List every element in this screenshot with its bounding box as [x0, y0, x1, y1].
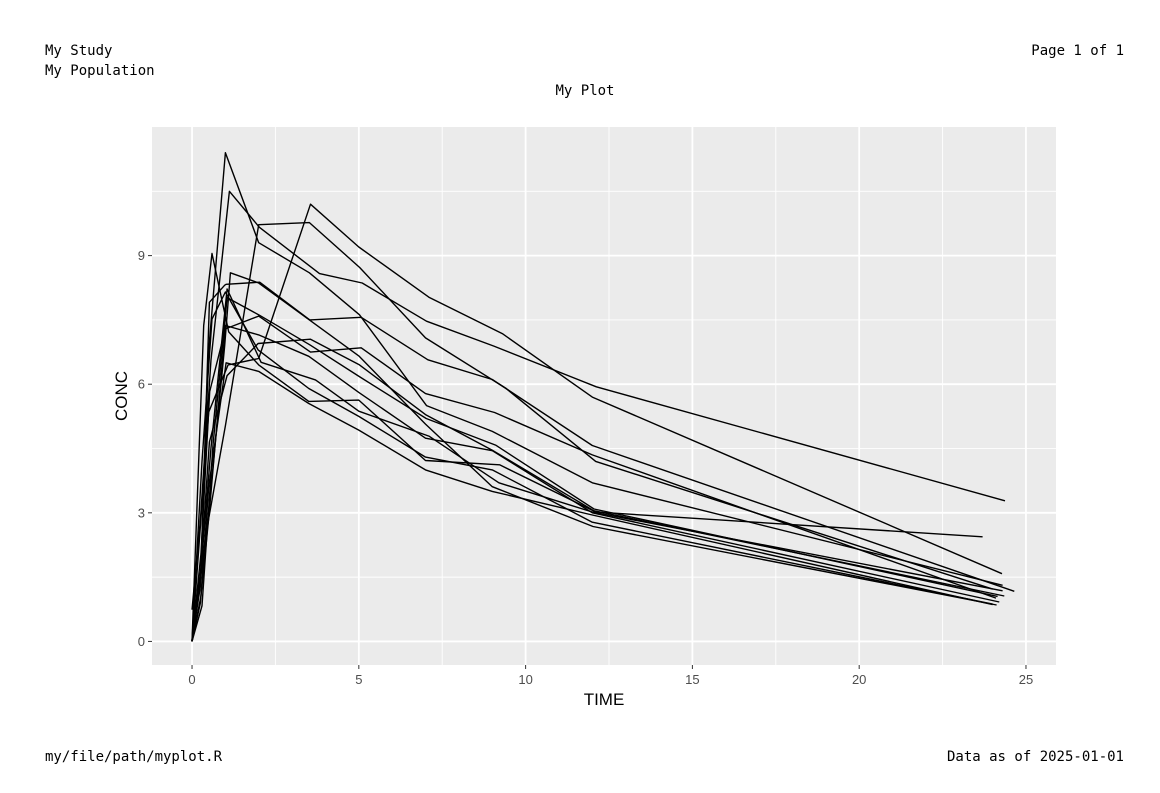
y-tick-label: 0	[138, 634, 145, 649]
series-line-4	[191, 252, 983, 642]
x-axis-title: TIME	[584, 690, 625, 709]
y-tick-label: 9	[138, 248, 145, 263]
series-line-13	[191, 291, 993, 642]
x-tick-label: 0	[188, 672, 195, 687]
header-page-number: Page 1 of 1	[1031, 43, 1124, 59]
y-tick-label: 6	[138, 377, 145, 392]
axis-ticks	[148, 255, 1027, 669]
grid-minor	[152, 127, 1056, 665]
chart-title: My Plot	[555, 83, 615, 99]
y-axis-title: CONC	[112, 371, 131, 421]
series-line-7	[191, 324, 1000, 642]
series-line-1	[191, 190, 1006, 610]
series-line-3	[191, 151, 1003, 642]
tick-labels: 0 5 10 15 20 25 0 3 6 9	[138, 248, 1033, 687]
x-tick-label: 10	[518, 672, 532, 687]
x-tick-label: 5	[355, 672, 362, 687]
footer-data-date: Data as of 2025-01-01	[946, 749, 1124, 765]
series-line-12	[191, 203, 1003, 642]
header-study: My Study	[45, 43, 113, 59]
x-tick-label: 20	[852, 672, 866, 687]
series-line-14	[191, 362, 993, 642]
series-line-10	[191, 338, 1005, 642]
series-line-8	[191, 288, 1003, 641]
series-line-9	[191, 221, 993, 642]
x-tick-label: 25	[1019, 672, 1033, 687]
series-lines	[191, 151, 1015, 642]
footer-file-path: my/file/path/myplot.R	[45, 749, 223, 765]
header-population: My Population	[45, 63, 155, 79]
y-tick-label: 3	[138, 505, 145, 520]
x-tick-label: 15	[685, 672, 699, 687]
